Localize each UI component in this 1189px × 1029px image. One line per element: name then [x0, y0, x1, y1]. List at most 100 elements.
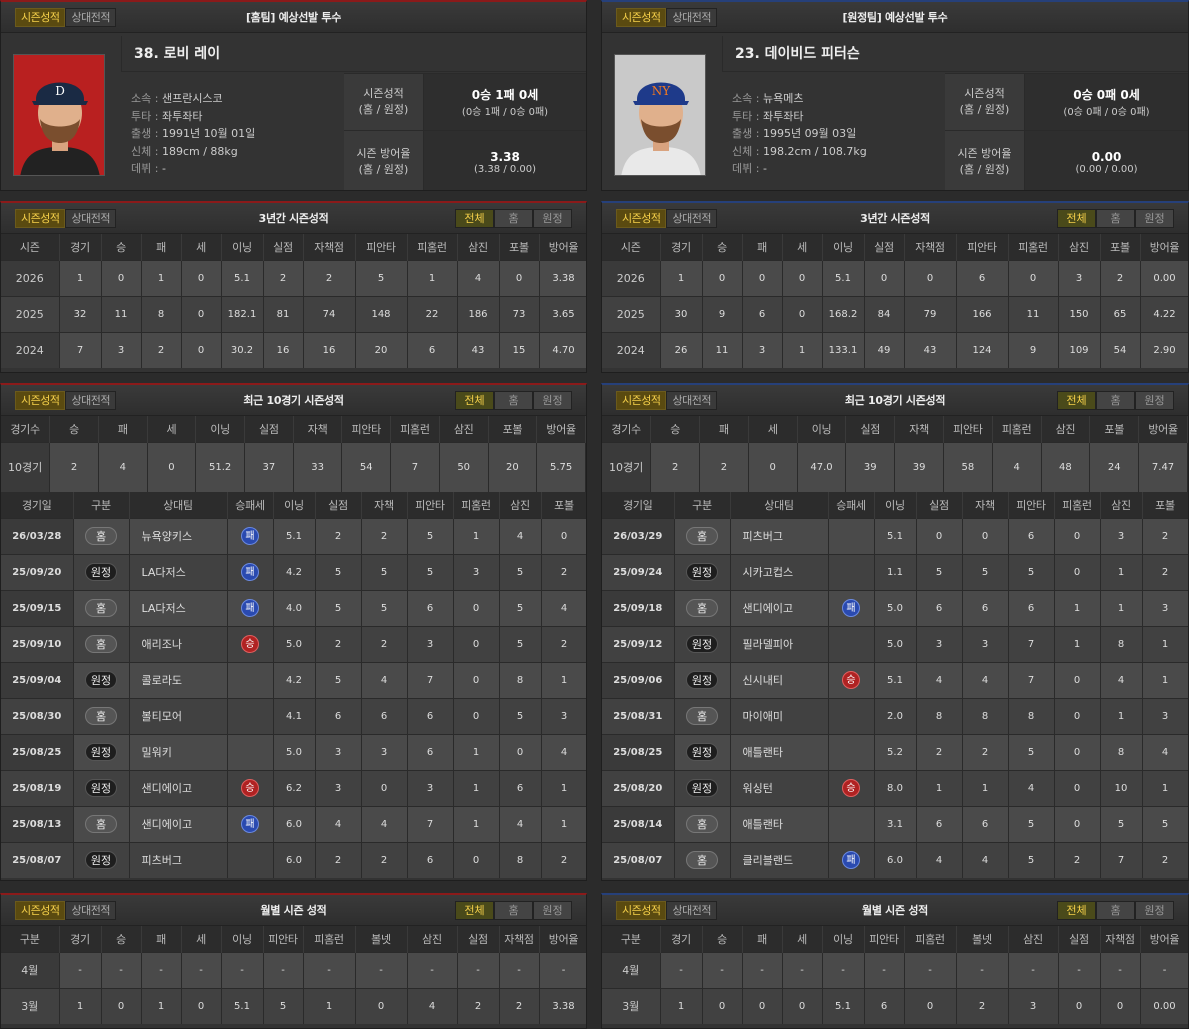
opponent-team[interactable]: LA다저스: [129, 553, 228, 590]
game-row[interactable]: 25/08/20 원정 워싱턴 승 8.0 1 1 4 0 10 1: [602, 769, 1188, 806]
game-stat-cell: 4: [962, 841, 1009, 878]
tab-vs-record[interactable]: 상대전적: [65, 901, 116, 920]
table-cell: 124: [956, 331, 1009, 368]
opponent-team[interactable]: 밀워키: [129, 733, 228, 770]
throws-label: 투타: [732, 109, 753, 123]
tab-season-record[interactable]: 시즌성적: [15, 8, 66, 27]
game-row[interactable]: 25/08/25 원정 애틀랜타 5.2 2 2 5 0 8 4: [602, 733, 1188, 770]
table-row: 2024 26 11 3 1 133.1 49 43 124 9 109 54 2.90: [602, 331, 1188, 368]
tab-season-record[interactable]: 시즌성적: [616, 8, 667, 27]
tab-season-record[interactable]: 시즌성적: [616, 391, 667, 410]
filter-all[interactable]: 전체: [1057, 391, 1096, 410]
filter-all[interactable]: 전체: [455, 391, 494, 410]
filter-home[interactable]: 홈: [1096, 391, 1135, 410]
game-row[interactable]: 25/08/14 홈 애틀랜타 3.1 6 6 5 0 5 5: [602, 805, 1188, 842]
game-row[interactable]: 25/08/07 원정 피츠버그 6.0 2 2 6 0 8 2: [1, 841, 586, 878]
filter-home[interactable]: 홈: [1096, 209, 1135, 228]
game-row[interactable]: 25/08/07 홈 클리블랜드 패 6.0 4 4 5 2 7 2: [602, 841, 1188, 878]
game-row[interactable]: 25/09/20 원정 LA다저스 패 4.2 5 5 5 3 5 2: [1, 553, 586, 590]
game-location-cell: 홈: [674, 805, 731, 842]
table-cell: 109: [1058, 331, 1101, 368]
tab-season-record[interactable]: 시즌성적: [15, 209, 66, 228]
filter-home[interactable]: 홈: [494, 391, 533, 410]
tab-season-record[interactable]: 시즌성적: [15, 901, 66, 920]
column-header: 자책점: [303, 234, 356, 260]
opponent-team[interactable]: 샌디에이고: [129, 769, 228, 806]
filter-all[interactable]: 전체: [455, 209, 494, 228]
tab-season-record[interactable]: 시즌성적: [15, 391, 66, 410]
game-row[interactable]: 25/09/18 홈 샌디에이고 패 5.0 6 6 6 1 1 3: [602, 589, 1188, 626]
opponent-team[interactable]: 신시내티: [730, 661, 829, 698]
opponent-team[interactable]: 뉴욕양키스: [129, 517, 228, 554]
game-row[interactable]: 25/08/31 홈 마이애미 2.0 8 8 8 0 1 3: [602, 697, 1188, 734]
filter-all[interactable]: 전체: [1057, 209, 1096, 228]
opponent-team[interactable]: 애틀랜타: [730, 805, 829, 842]
opponent-team[interactable]: 필라델피아: [730, 625, 829, 662]
filter-away[interactable]: 원정: [1135, 901, 1174, 920]
location-badge: 홈: [686, 707, 718, 725]
opponent-team[interactable]: 시카고컵스: [730, 553, 829, 590]
game-stat-cell: 1: [453, 805, 500, 842]
tab-vs-record[interactable]: 상대전적: [666, 209, 717, 228]
opponent-team[interactable]: 볼티모어: [129, 697, 228, 734]
filter-home[interactable]: 홈: [494, 901, 533, 920]
filter-away[interactable]: 원정: [533, 391, 572, 410]
opponent-team[interactable]: 피츠버그: [730, 517, 829, 554]
filter-all[interactable]: 전체: [455, 901, 494, 920]
game-row[interactable]: 26/03/29 홈 피츠버그 5.1 0 0 6 0 3 2: [602, 517, 1188, 554]
opponent-team[interactable]: 샌디에이고: [129, 805, 228, 842]
tab-season-record[interactable]: 시즌성적: [616, 901, 667, 920]
game-stat-cell: 2: [541, 841, 586, 878]
column-header: 자책점: [904, 234, 957, 260]
column-header: 세: [782, 926, 823, 952]
tab-vs-record[interactable]: 상대전적: [666, 901, 717, 920]
game-stat-cell: 4: [499, 517, 542, 554]
tab-vs-record[interactable]: 상대전적: [666, 391, 717, 410]
table-cell: 1: [660, 987, 703, 1024]
summary-cell: 33: [293, 441, 343, 492]
opponent-team[interactable]: 워싱턴: [730, 769, 829, 806]
table-cell: 11: [1008, 295, 1059, 332]
filter-all[interactable]: 전체: [1057, 901, 1096, 920]
game-row[interactable]: 25/08/30 홈 볼티모어 4.1 6 6 6 0 5 3: [1, 697, 586, 734]
tab-season-record[interactable]: 시즌성적: [616, 209, 667, 228]
game-row[interactable]: 25/09/06 원정 신시내티 승 5.1 4 4 7 0 4 1: [602, 661, 1188, 698]
game-row[interactable]: 25/09/10 홈 애리조나 승 5.0 2 2 3 0 5 2: [1, 625, 586, 662]
game-stat-cell: 3: [315, 733, 362, 770]
opponent-team[interactable]: 콜로라도: [129, 661, 228, 698]
table-cell: 2: [141, 331, 182, 368]
game-row[interactable]: 25/09/15 홈 LA다저스 패 4.0 5 5 6 0 5 4: [1, 589, 586, 626]
game-row[interactable]: 25/09/04 원정 콜로라도 4.2 5 4 7 0 8 1: [1, 661, 586, 698]
opponent-team[interactable]: 애리조나: [129, 625, 228, 662]
game-row[interactable]: 25/08/25 원정 밀워키 5.0 3 3 6 1 0 4: [1, 733, 586, 770]
opponent-team[interactable]: 피츠버그: [129, 841, 228, 878]
season-record-value: 0승 0패 0세: [1073, 88, 1140, 102]
tab-vs-record[interactable]: 상대전적: [65, 209, 116, 228]
game-row[interactable]: 26/03/28 홈 뉴욕양키스 패 5.1 2 2 5 1 4 0: [1, 517, 586, 554]
opponent-team[interactable]: LA다저스: [129, 589, 228, 626]
location-badge: 홈: [686, 851, 718, 870]
opponent-team[interactable]: 마이애미: [730, 697, 829, 734]
column-header: 승: [702, 926, 743, 952]
opponent-team[interactable]: 클리블랜드: [730, 841, 829, 878]
filter-away[interactable]: 원정: [533, 901, 572, 920]
tab-vs-record[interactable]: 상대전적: [65, 8, 116, 27]
summary-cell: 7.47: [1138, 441, 1188, 492]
filter-away[interactable]: 원정: [533, 209, 572, 228]
game-row[interactable]: 25/09/12 원정 필라델피아 5.0 3 3 7 1 8 1: [602, 625, 1188, 662]
game-row[interactable]: 25/09/24 원정 시카고컵스 1.1 5 5 5 0 1 2: [602, 553, 1188, 590]
game-stat-cell: 0: [1054, 805, 1101, 842]
game-row[interactable]: 25/08/13 홈 샌디에이고 패 6.0 4 4 7 1 4 1: [1, 805, 586, 842]
filter-home[interactable]: 홈: [494, 209, 533, 228]
filter-home[interactable]: 홈: [1096, 901, 1135, 920]
game-row[interactable]: 25/08/19 원정 샌디에이고 승 6.2 3 0 3 1 6 1: [1, 769, 586, 806]
filter-away[interactable]: 원정: [1135, 391, 1174, 410]
column-header: 시즌: [1, 234, 60, 260]
opponent-team[interactable]: 샌디에이고: [730, 589, 829, 626]
tab-vs-record[interactable]: 상대전적: [666, 8, 717, 27]
tab-vs-record[interactable]: 상대전적: [65, 391, 116, 410]
game-stat-cell: 4: [499, 805, 542, 842]
filter-away[interactable]: 원정: [1135, 209, 1174, 228]
season-record-box: 시즌성적 (홈 / 원정) 0승 0패 0세 (0승 0패 / 0승 0패): [945, 73, 1188, 130]
opponent-team[interactable]: 애틀랜타: [730, 733, 829, 770]
